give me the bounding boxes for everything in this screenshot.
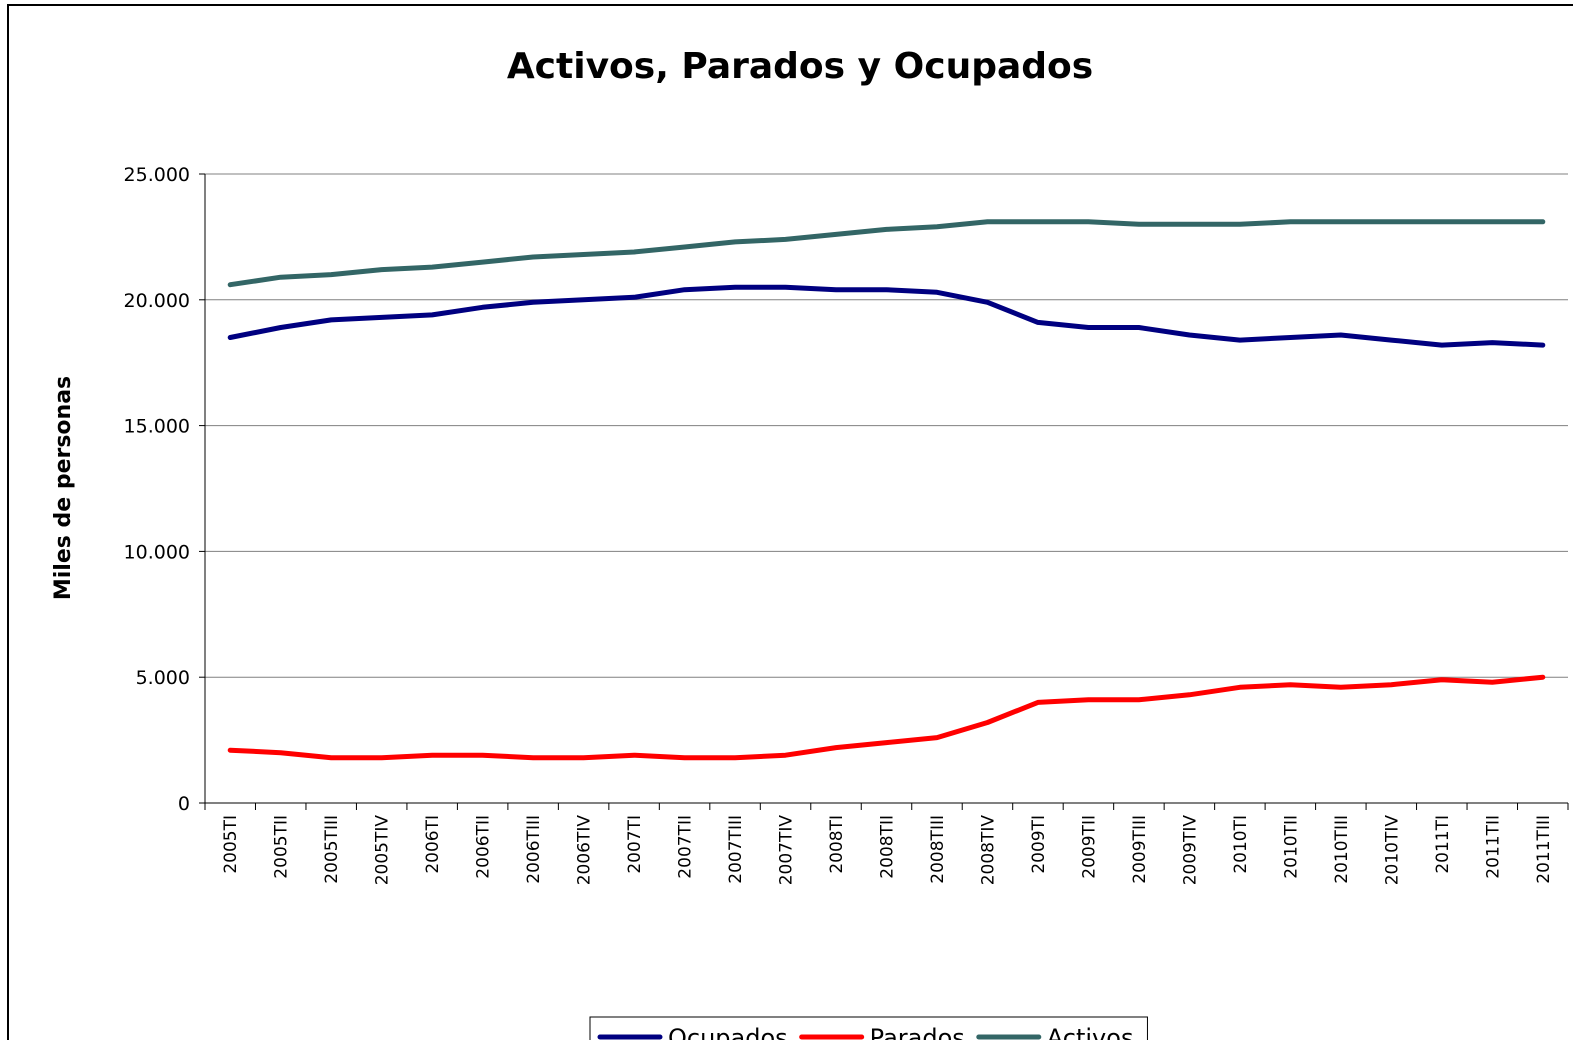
- x-tick-label: 2006TIV: [575, 815, 595, 886]
- x-tick-label: 2009TIV: [1180, 815, 1200, 886]
- y-tick-label: 20.000: [124, 290, 190, 312]
- y-tick-label: 0: [178, 793, 190, 815]
- x-tick-label: 2005TI: [221, 815, 241, 874]
- x-tick-label: 2005TIII: [322, 815, 342, 884]
- x-tick-label: 2010TIV: [1382, 815, 1402, 886]
- x-tick-label: 2011TII: [1483, 815, 1503, 879]
- x-tick-label: 2007TII: [676, 815, 696, 879]
- y-tick-label: 10.000: [124, 541, 190, 563]
- x-tick-label: 2007TIII: [726, 815, 746, 884]
- x-tick-label: 2008TI: [827, 815, 847, 874]
- y-tick-label: 15.000: [124, 416, 190, 438]
- legend-label: Activos: [1047, 1024, 1134, 1040]
- series-line: [227, 219, 1546, 288]
- x-tick-label: 2010TII: [1281, 815, 1301, 879]
- series-line: [227, 284, 1546, 348]
- x-tick-label: 2006TII: [474, 815, 494, 879]
- x-tick-label: 2005TII: [272, 815, 292, 879]
- x-tick-label: 2008TIII: [928, 815, 948, 884]
- legend-label: Ocupados: [668, 1024, 788, 1040]
- x-tick-label: 2005TIV: [373, 815, 393, 886]
- x-tick-label: 2009TI: [1029, 815, 1049, 874]
- x-tick-label: 2009TII: [1079, 815, 1099, 879]
- x-tick-label: 2006TIII: [524, 815, 544, 884]
- x-tick-label: 2010TI: [1231, 815, 1251, 874]
- x-tick-label: 2008TII: [878, 815, 898, 879]
- x-tick-label: 2008TIV: [978, 815, 998, 886]
- legend-box: [589, 1016, 1148, 1040]
- x-tick-label: 2007TI: [625, 815, 645, 874]
- x-tick-label: 2007TIV: [777, 815, 797, 886]
- y-axis-label: Miles de personas: [51, 376, 76, 600]
- x-tick-label: 2010TIII: [1332, 815, 1352, 884]
- legend-label: Parados: [870, 1024, 965, 1040]
- chart-border: [7, 4, 1573, 1040]
- chart-title: Activos, Parados y Ocupados: [507, 46, 1093, 87]
- x-tick-label: 2006TI: [423, 815, 443, 874]
- series-line: [227, 674, 1546, 761]
- y-tick-label: 5.000: [136, 667, 190, 689]
- x-tick-label: 2011TIII: [1534, 815, 1554, 884]
- y-tick-label: 25.000: [124, 164, 190, 186]
- x-tick-label: 2009TIII: [1130, 815, 1150, 884]
- legend: Ocupados Parados Activos: [589, 1016, 1148, 1040]
- x-tick-label: 2011TI: [1433, 815, 1453, 874]
